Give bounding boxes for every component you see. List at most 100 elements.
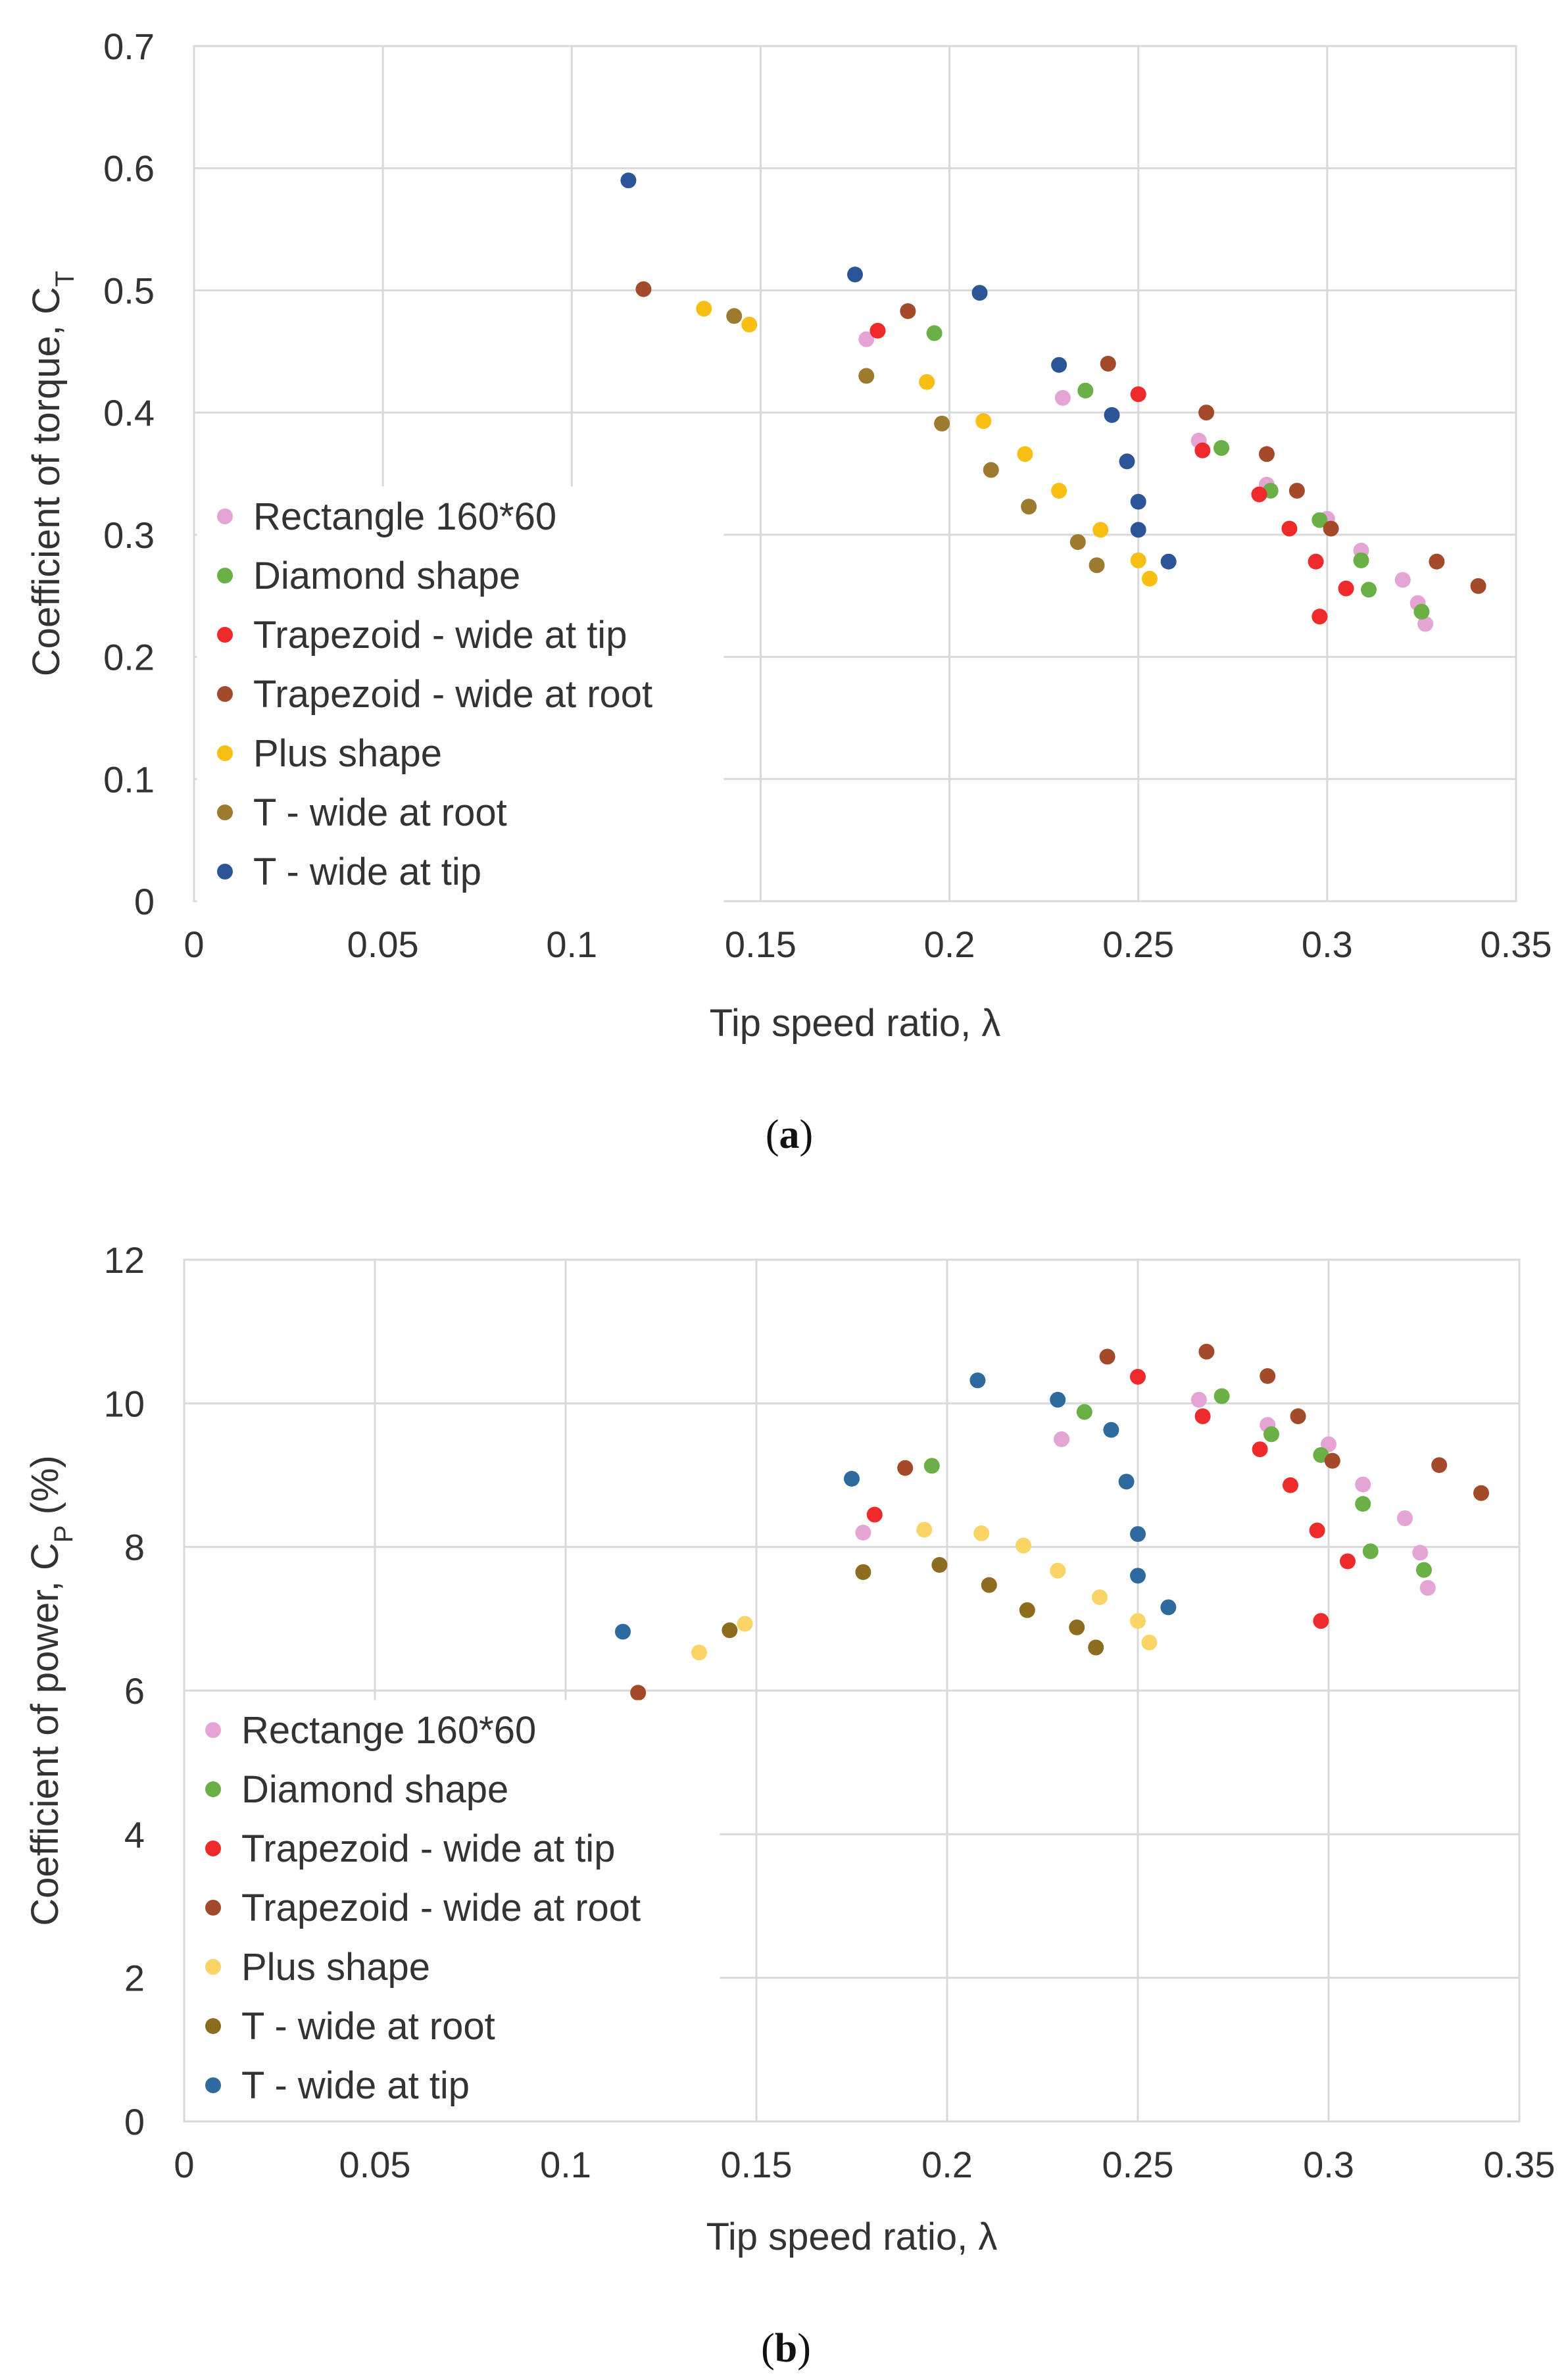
data-point	[1281, 520, 1298, 537]
data-point	[1394, 572, 1411, 588]
data-point	[1470, 578, 1486, 594]
data-point	[1429, 553, 1445, 570]
legend-label: T - wide at tip	[241, 2064, 470, 2107]
data-point	[1089, 557, 1105, 574]
data-point	[1119, 453, 1135, 470]
x-tick-label: 0.15	[721, 2144, 793, 2185]
data-point	[1412, 1545, 1429, 1561]
data-point	[691, 1645, 707, 1661]
data-point	[1260, 1368, 1276, 1384]
legend-marker	[217, 805, 233, 820]
data-point	[737, 1616, 753, 1632]
data-point	[1309, 1522, 1325, 1539]
data-point	[919, 374, 935, 390]
legend-marker	[217, 508, 233, 524]
legend-box	[197, 486, 724, 905]
caption-close-paren: )	[797, 2326, 811, 2371]
data-point	[630, 1685, 647, 1701]
caption-open-paren: (	[766, 1112, 779, 1157]
legend-label: T - wide at tip	[253, 851, 481, 893]
y-axis-title-main: Coefficient of torque, C	[25, 287, 68, 676]
legend-label: Trapezoid - wide at tip	[253, 614, 627, 656]
caption-close-paren: )	[800, 1112, 814, 1157]
y-axis-title: Coefficient of torque, CT	[25, 271, 80, 677]
data-point	[1397, 1510, 1413, 1526]
data-point	[1130, 1368, 1146, 1385]
x-tick-label: 0.05	[339, 2144, 411, 2185]
data-point	[1353, 552, 1369, 568]
data-point	[926, 325, 943, 341]
x-tick-label: 0.2	[924, 924, 975, 965]
data-point	[1313, 1613, 1329, 1629]
data-point	[1311, 608, 1328, 625]
data-point	[1431, 1457, 1448, 1474]
data-point	[1283, 1477, 1298, 1493]
data-point	[1054, 1431, 1069, 1447]
legend-label: Diamond shape	[253, 555, 520, 597]
data-point	[971, 285, 988, 301]
legend-marker	[205, 1900, 221, 1916]
data-point	[1252, 1441, 1268, 1458]
data-point	[615, 1623, 631, 1640]
data-point	[1198, 1343, 1215, 1360]
y-tick-label: 0	[134, 881, 155, 922]
data-point	[1194, 1408, 1211, 1424]
data-point	[1190, 1391, 1207, 1408]
data-point	[1130, 1526, 1146, 1543]
data-point	[983, 462, 999, 478]
y-tick-label: 0.2	[103, 637, 155, 678]
data-point	[1213, 1388, 1230, 1404]
caption-letter: b	[775, 2326, 797, 2371]
y-tick-label: 10	[104, 1383, 145, 1424]
data-point	[1198, 405, 1215, 421]
data-point	[1288, 483, 1305, 499]
data-point	[1141, 570, 1158, 587]
data-point	[1100, 355, 1116, 372]
legend-marker	[217, 745, 233, 761]
x-axis-title: Tip speed ratio, λ	[710, 1002, 1001, 1045]
y-tick-label: 0.3	[103, 514, 155, 556]
x-tick-label: 0.2	[921, 2144, 973, 2185]
data-point	[1362, 1543, 1379, 1560]
torque-chart: 0 0.05 0.1 0.15 0.2 0.25 0.3 0.35 0 0.1 0.2 0.3 0.4 0…	[25, 26, 1552, 1157]
x-tick-label: 0.25	[1102, 924, 1174, 965]
data-point	[1088, 1639, 1104, 1656]
legend-marker	[205, 1722, 221, 1738]
data-point	[916, 1522, 933, 1538]
legend: Rectange 160*60 Diamond shape Trapezoid - …	[185, 1700, 720, 2121]
data-point	[897, 1460, 914, 1476]
y-tick-label: 0.5	[103, 270, 155, 311]
data-point	[844, 1470, 860, 1487]
caption-letter: a	[779, 1112, 800, 1157]
data-point	[973, 1525, 990, 1541]
data-point	[1130, 386, 1146, 403]
legend-box	[185, 1700, 720, 2121]
data-point	[870, 322, 886, 339]
legend: Rectangle 160*60 Diamond shape Trapezoid -…	[197, 486, 724, 905]
data-point	[635, 281, 652, 297]
x-tick-label: 0.35	[1484, 2144, 1556, 2185]
data-point	[1051, 483, 1067, 499]
data-point	[1092, 1589, 1108, 1606]
data-point	[1050, 1391, 1066, 1408]
data-point	[1413, 603, 1430, 620]
legend-label: Plus shape	[241, 1946, 430, 1989]
legend-marker	[205, 2077, 221, 2093]
data-point	[1323, 520, 1339, 537]
y-axis-title-suffix: (%)	[24, 1455, 66, 1525]
legend-label: T - wide at root	[241, 2005, 495, 2048]
x-tick-label: 0.05	[347, 924, 419, 965]
data-point	[1355, 1476, 1371, 1493]
panel-caption: (b)	[761, 2326, 811, 2371]
data-point	[741, 316, 758, 333]
data-point	[1290, 1408, 1306, 1424]
legend-label: Trapezoid - wide at tip	[241, 1827, 615, 1870]
data-point	[1417, 616, 1434, 632]
data-point	[1054, 389, 1071, 406]
data-point	[1099, 1349, 1115, 1365]
data-point	[620, 172, 637, 189]
y-axis-title-subscript: P	[49, 1525, 78, 1543]
data-point	[1416, 1562, 1432, 1578]
data-point	[1160, 553, 1177, 570]
plot-frame	[193, 45, 1517, 903]
